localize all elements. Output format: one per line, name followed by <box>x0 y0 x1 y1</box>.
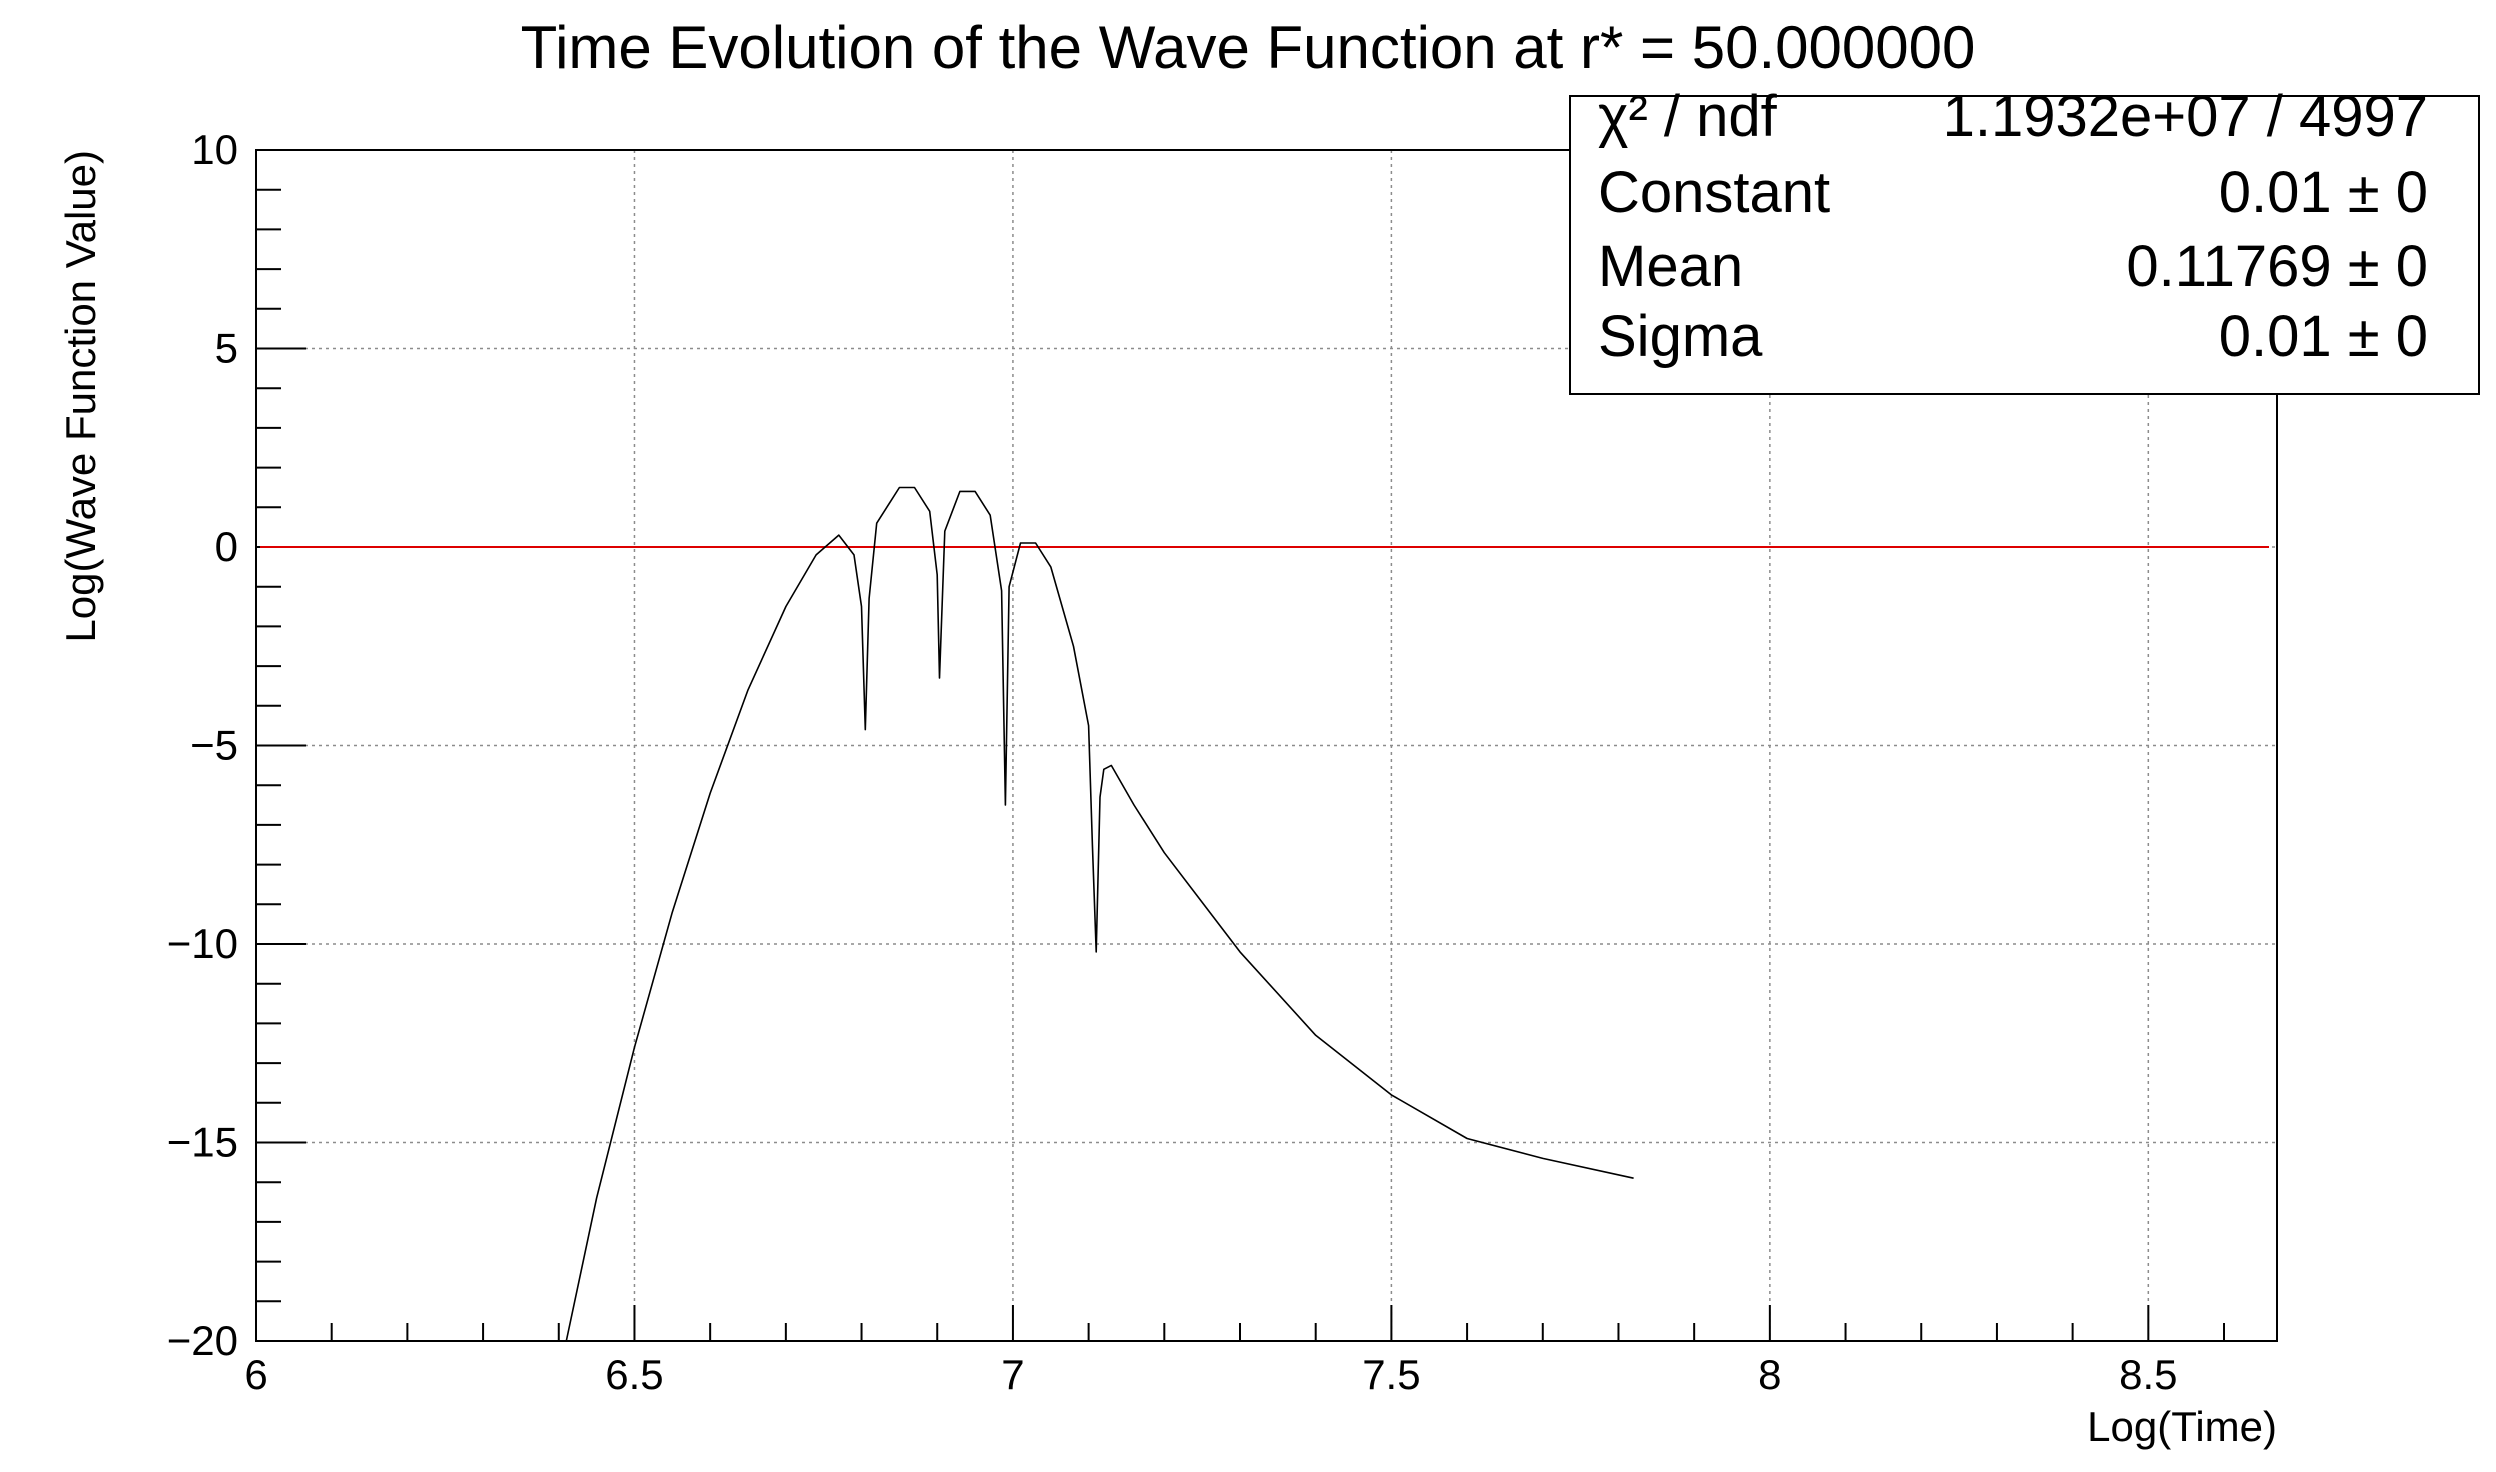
x-tick-label: 6 <box>244 1351 267 1398</box>
stats-row-label: Mean <box>1598 234 1743 299</box>
x-tick-label: 8.5 <box>2119 1351 2177 1398</box>
stats-row-value: 0.01 ± 0 <box>2219 304 2428 369</box>
x-tick-label: 7.5 <box>1362 1351 1420 1398</box>
stats-row-label: Constant <box>1598 160 1830 225</box>
chart-title: Time Evolution of the Wave Function at r… <box>521 14 1976 81</box>
x-axis-label: Log(Time) <box>2087 1403 2277 1450</box>
stats-row-label: Sigma <box>1598 304 1763 369</box>
axis-ticks <box>255 149 2226 1342</box>
stats-rows: χ² / ndf 1.1932e+07 / 4997 Constant 0.01 ± … <box>1598 84 2428 369</box>
y-tick-label: −5 <box>190 722 238 769</box>
stats-row-label: χ² / ndf <box>1598 84 1778 149</box>
y-tick-label: 0 <box>215 523 238 570</box>
x-tick-label: 7 <box>1001 1351 1024 1398</box>
stats-row-value: 1.1932e+07 / 4997 <box>1943 84 2428 149</box>
y-tick-label: −20 <box>167 1317 238 1364</box>
x-tick-label: 6.5 <box>605 1351 663 1398</box>
stats-row-value: 0.01 ± 0 <box>2219 160 2428 225</box>
y-axis-label: Log(Wave Function Value) <box>57 150 104 643</box>
data-series <box>565 486 1634 1342</box>
stats-box: χ² / ndf 1.1932e+07 / 4997 Constant 0.01 ± … <box>1569 84 2480 395</box>
y-tick-label: 10 <box>191 126 238 173</box>
x-tick-label: 8 <box>1758 1351 1781 1398</box>
y-tick-label: −15 <box>167 1119 238 1166</box>
stats-box-frame <box>1569 95 2480 395</box>
series-line <box>565 486 1634 1342</box>
axis-tick-labels: 6 6.5 7 7.5 8 8.5 −20 −15 −10 −5 0 5 10 <box>167 126 2178 1398</box>
y-tick-label: 5 <box>215 325 238 372</box>
y-tick-label: −10 <box>167 920 238 967</box>
stats-row-value: 0.11769 ± 0 <box>2126 234 2428 299</box>
